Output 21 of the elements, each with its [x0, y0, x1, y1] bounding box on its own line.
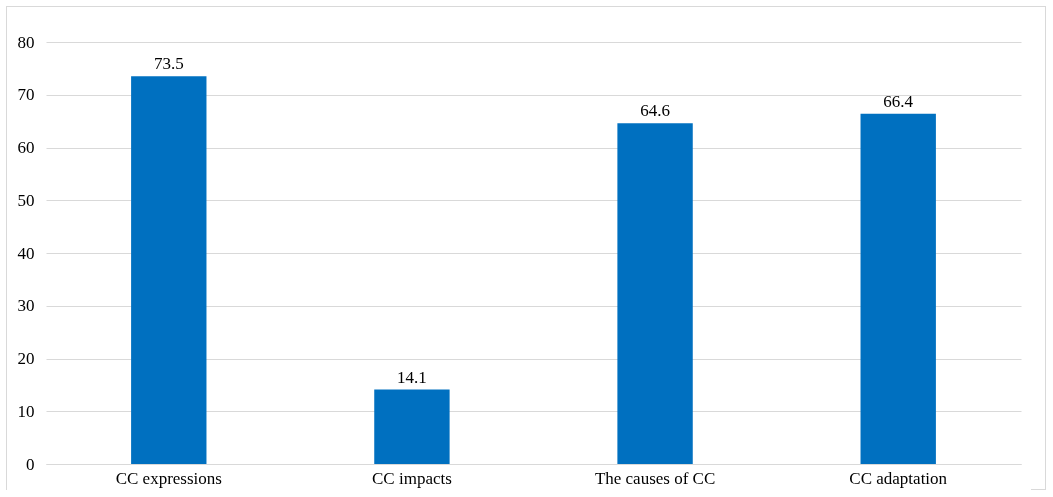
- x-tick-label: CC adaptation: [849, 468, 948, 488]
- y-tick-label: 10: [17, 401, 35, 421]
- bar: [860, 113, 936, 464]
- bar: [617, 123, 693, 464]
- data-label: 66.4: [883, 91, 914, 111]
- x-tick-label: CC impacts: [372, 468, 452, 488]
- y-tick-label: 0: [26, 454, 35, 474]
- y-tick-label: 30: [17, 296, 35, 316]
- data-label: 64.6: [640, 101, 670, 121]
- y-tick-label: 70: [17, 85, 35, 105]
- y-tick-label: 40: [17, 243, 35, 263]
- y-tick-label: 80: [17, 32, 35, 52]
- y-tick-label: 50: [17, 190, 35, 210]
- y-tick-label: 60: [17, 138, 35, 157]
- x-tick-label: The causes of CC: [594, 468, 716, 488]
- data-label: 73.5: [153, 54, 184, 74]
- y-tick-label: 20: [17, 349, 35, 368]
- bar: [131, 76, 207, 464]
- data-label: 14.1: [397, 367, 427, 387]
- bar: [374, 389, 450, 464]
- x-tick-label: CC expressions: [115, 468, 222, 488]
